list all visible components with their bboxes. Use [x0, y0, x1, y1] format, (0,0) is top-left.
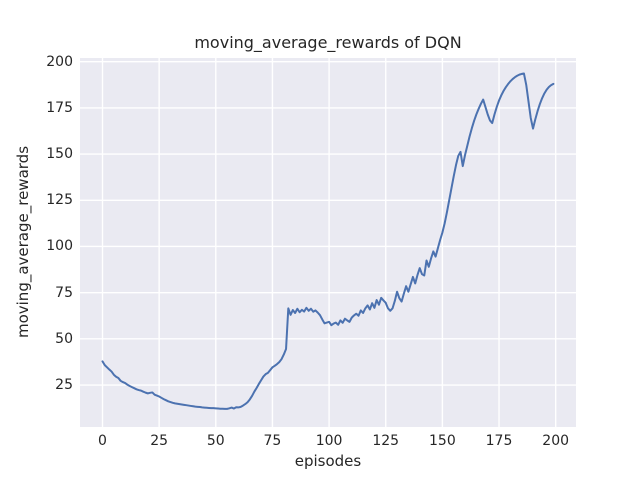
- y-tick-label: 200: [46, 53, 73, 70]
- data-line: [101, 72, 555, 410]
- y-tick-label: 175: [46, 99, 73, 116]
- y-tick-label: 50: [55, 330, 73, 347]
- plot-area: [80, 58, 576, 427]
- x-tick-label: 150: [429, 433, 456, 449]
- y-tick-label: 150: [46, 146, 73, 163]
- x-tick-label: 50: [206, 433, 225, 449]
- x-tick-label: 125: [372, 433, 400, 449]
- chart-title: moving_average_rewards of DQN: [194, 33, 462, 52]
- x-tick-label: 200: [542, 433, 570, 449]
- y-axis-label: moving_average_rewards: [14, 145, 32, 339]
- x-tick-label: 25: [150, 433, 169, 449]
- y-tick-label: 25: [55, 377, 73, 394]
- y-tick-label: 75: [55, 284, 73, 301]
- x-tick-label: 100: [315, 433, 343, 449]
- y-tick-label: 100: [46, 238, 73, 255]
- x-tick-label: 0: [98, 433, 107, 449]
- x-tick-label: 75: [263, 433, 282, 449]
- x-axis-label: episodes: [294, 452, 362, 470]
- x-tick-label: 175: [485, 433, 513, 449]
- line-chart-svg: [80, 58, 576, 427]
- y-tick-label: 125: [46, 192, 73, 209]
